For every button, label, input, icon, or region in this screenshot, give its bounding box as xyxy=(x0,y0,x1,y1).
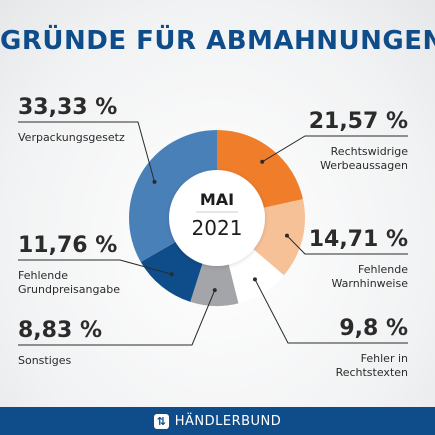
value-label-fehler-in-rechtstexten: 9,8 % xyxy=(339,316,408,341)
category-label-rechtswidrige-werbeaussagen: Rechtswidrige xyxy=(331,145,409,158)
leader-line-fehlende-grundpreisangabe xyxy=(18,259,172,275)
leader-dot-fehler-in-rechtstexten xyxy=(252,277,257,282)
leader-line-sonstiges xyxy=(18,289,216,346)
value-label-verpackungsgesetz: 33,33 % xyxy=(18,95,117,120)
slice-sonstiges xyxy=(190,256,239,306)
leader-line-verpackungsgesetz xyxy=(18,121,155,183)
footer-bar: ⇅ HÄNDLERBUND xyxy=(0,407,435,435)
value-label-sonstiges: 8,83 % xyxy=(18,318,102,343)
leader-dot-fehlende-warnhinweise xyxy=(284,233,289,238)
value-label-rechtswidrige-werbeaussagen: 21,57 % xyxy=(309,109,408,134)
leader-line-fehlende-warnhinweise xyxy=(286,235,408,255)
category-label-rechtswidrige-werbeaussagen: Werbeaussagen xyxy=(320,159,408,172)
value-label-fehlende-warnhinweise: 14,71 % xyxy=(309,227,408,252)
leader-dot-rechtswidrige-werbeaussagen xyxy=(260,159,265,164)
category-label-sonstiges: Sonstiges xyxy=(18,354,72,367)
brand-name: HÄNDLERBUND xyxy=(174,413,282,429)
category-label-fehlende-warnhinweise: Fehlende xyxy=(358,263,408,276)
category-label-fehlende-grundpreisangabe: Fehlende xyxy=(18,269,68,282)
center-year: 2021 xyxy=(192,216,243,240)
center-month: MAI xyxy=(200,190,234,209)
leader-dot-fehlende-grundpreisangabe xyxy=(169,272,174,277)
haendlerbund-logo-icon: ⇅ xyxy=(153,413,169,429)
category-label-verpackungsgesetz: Verpackungsgesetz xyxy=(18,131,125,144)
category-label-fehler-in-rechtstexten: Rechtstexten xyxy=(336,366,408,379)
slice-verpackungsgesetz xyxy=(128,130,217,262)
category-label-fehlende-grundpreisangabe: Grundpreisangabe xyxy=(18,283,120,296)
category-label-fehler-in-rechtstexten: Fehler in xyxy=(361,352,408,365)
leader-line-fehler-in-rechtstexten xyxy=(254,279,408,344)
center-hole xyxy=(169,170,265,266)
slice-rechtswidrige-werbeaussagen xyxy=(217,130,303,210)
leader-dot-verpackungsgesetz xyxy=(152,179,157,184)
chart-title: GRÜNDE FÜR ABMAHNUNGEN xyxy=(0,26,435,56)
leader-line-rechtswidrige-werbeaussagen xyxy=(261,135,408,163)
value-label-fehlende-grundpreisangabe: 11,76 % xyxy=(18,233,117,258)
category-label-fehlende-warnhinweise: Warnhinweise xyxy=(331,277,408,290)
leader-dot-sonstiges xyxy=(212,288,217,293)
leader-lines xyxy=(18,121,408,346)
